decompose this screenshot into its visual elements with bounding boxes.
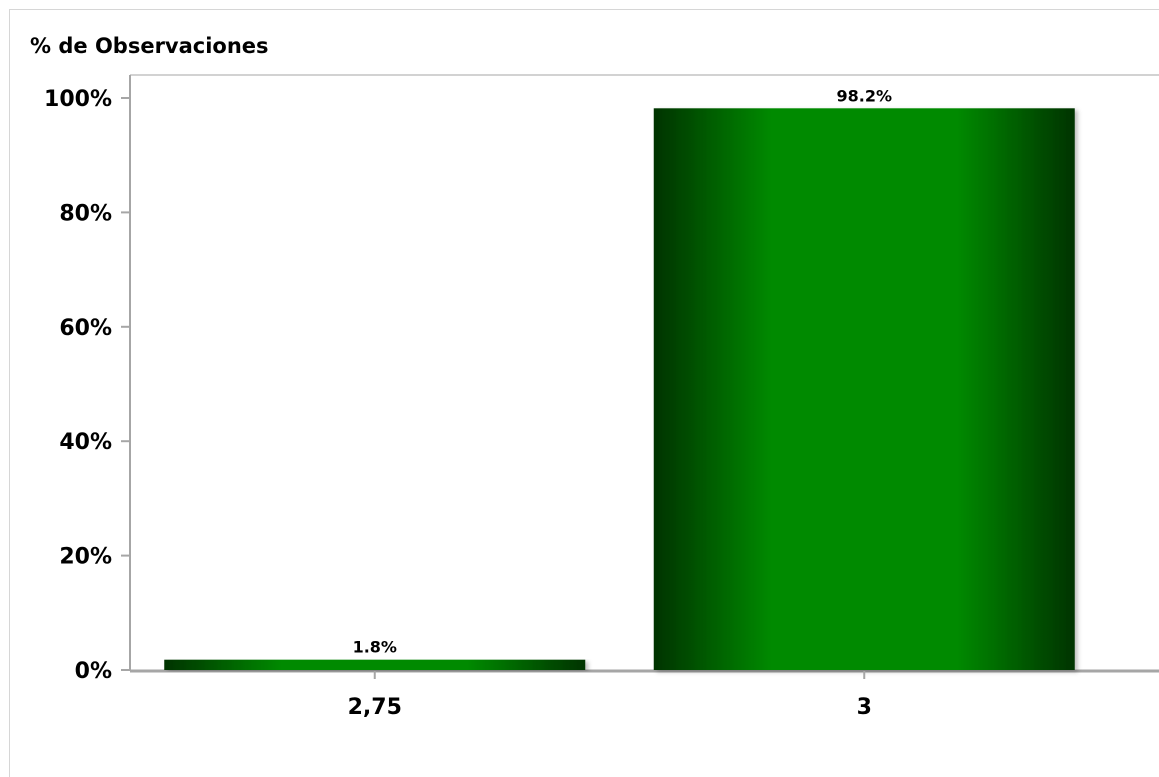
y-axis: 0% 20% 40% 60% 80% 100% — [44, 87, 130, 684]
y-tick-label: 60% — [59, 316, 112, 341]
y-tick-label: 0% — [75, 659, 112, 684]
x-tick-label: 3 — [857, 695, 872, 720]
y-tick-label: 20% — [59, 545, 112, 570]
x-tick-label: 2,75 — [348, 695, 402, 720]
x-axis: 2,75 3 — [348, 671, 872, 720]
y-tick-label: 40% — [59, 430, 112, 455]
chart-frame — [9, 9, 1159, 777]
y-axis-title: % de Observaciones — [30, 34, 269, 58]
data-label: 98.2% — [836, 86, 892, 105]
bars: 1.8% 98.2% — [164, 86, 1075, 670]
data-label: 1.8% — [353, 638, 397, 657]
plot-area — [129, 74, 1159, 673]
y-tick-label: 100% — [44, 87, 112, 112]
bar — [164, 659, 586, 670]
y-tick-label: 80% — [59, 201, 112, 226]
bar — [653, 108, 1075, 670]
